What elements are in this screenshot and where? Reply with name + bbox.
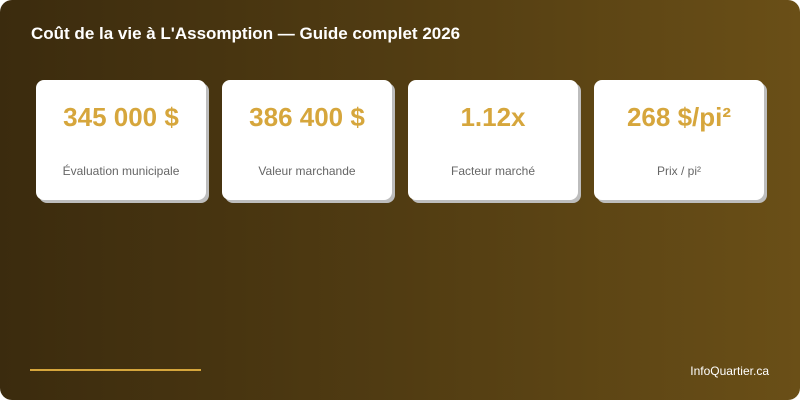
stat-label: Évaluation municipale [62,164,180,178]
stat-card-market-factor: 1.12x Facteur marché [408,80,578,200]
stat-card-market-value: 386 400 $ Valeur marchande [222,80,392,200]
stat-value: 386 400 $ [249,102,365,132]
stat-label: Prix / pi² [656,164,701,178]
stat-label: Facteur marché [450,164,536,178]
stat-value: 1.12x [460,102,526,132]
stat-value: 345 000 $ [63,102,179,132]
page-title: Coût de la vie à L'Assomption — Guide co… [31,24,461,43]
accent-divider [30,369,201,371]
stat-card-price-per-sqft: 268 $/pi² Prix / pi² [594,80,764,200]
stat-label: Valeur marchande [258,164,356,178]
brand-label: InfoQuartier.ca [690,364,769,378]
stat-card-evaluation: 345 000 $ Évaluation municipale [36,80,206,200]
stat-value: 268 $/pi² [626,102,732,132]
